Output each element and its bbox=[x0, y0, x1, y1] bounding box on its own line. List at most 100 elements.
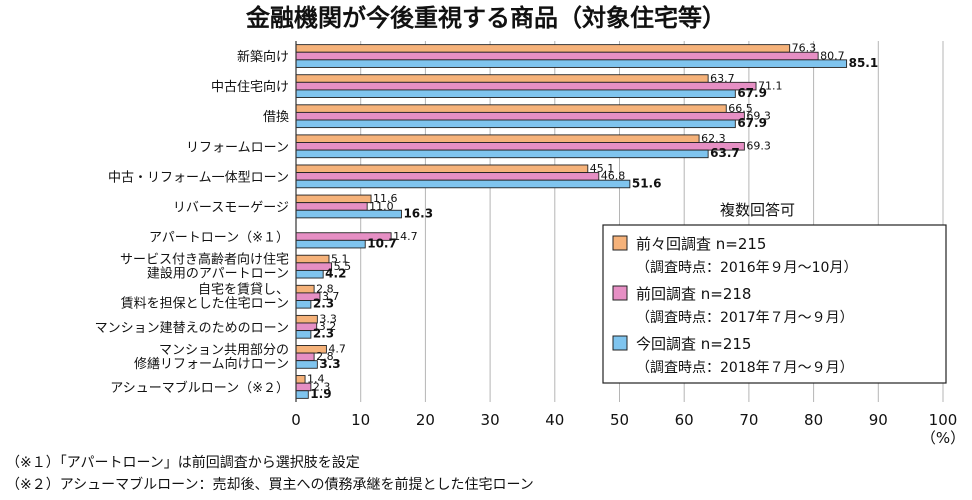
bar bbox=[295, 74, 709, 83]
bar bbox=[295, 104, 727, 113]
category-label: アシューマブルローン（※２） bbox=[110, 380, 289, 396]
legend-swatch bbox=[612, 285, 628, 301]
bar-value-label: 46.8 bbox=[601, 170, 626, 183]
footnotes: （※１）「アパートローン」は前回調査から選択肢を設定 （※２）アシューマブルローン… bbox=[6, 454, 534, 493]
bar-value-label: 2.8 bbox=[316, 282, 334, 295]
x-tick-label: 80 bbox=[804, 411, 823, 429]
bar-value-label: 4.7 bbox=[328, 343, 346, 356]
bar-value-label: 63.7 bbox=[710, 146, 740, 160]
legend-series-period: （調査時点：2016年９月〜10月） bbox=[636, 260, 857, 276]
bar bbox=[295, 202, 368, 211]
bar bbox=[295, 142, 745, 151]
x-axis-unit: （%） bbox=[921, 429, 965, 447]
legend-series-period: （調査時点：2018年７月〜９月） bbox=[636, 360, 854, 376]
legend-series-name: 前回調査 n=218 bbox=[636, 285, 751, 303]
bar-value-label: 1.4 bbox=[307, 373, 325, 386]
bar-value-label: 51.6 bbox=[632, 176, 662, 190]
bar-value-label: 3.3 bbox=[319, 357, 340, 371]
bar bbox=[295, 172, 600, 181]
bar bbox=[295, 314, 318, 324]
bar-value-label: 63.7 bbox=[710, 72, 735, 85]
bar bbox=[295, 164, 589, 174]
bar bbox=[295, 352, 315, 362]
category-label: 中古住宅向け bbox=[211, 79, 289, 95]
bar-value-label: 2.3 bbox=[313, 380, 331, 393]
bar-value-label: 11.0 bbox=[369, 200, 394, 213]
category-label: マンション建替えのためのローン bbox=[95, 321, 289, 336]
category-label: 中古・リフォーム一体型ローン bbox=[108, 170, 289, 185]
x-tick-label: 30 bbox=[481, 411, 500, 429]
bar-value-label: 3.3 bbox=[319, 312, 337, 325]
category-label: 修繕リフォーム向けローン bbox=[134, 356, 289, 372]
bar bbox=[295, 59, 848, 68]
legend-note: 複数回答可 bbox=[720, 201, 795, 219]
category-label: マンション共用部分の bbox=[159, 343, 289, 358]
bar-value-label: 14.7 bbox=[393, 230, 418, 243]
category-label: 建設用のアパートローン bbox=[147, 266, 289, 282]
bar bbox=[295, 375, 306, 384]
bar-value-label: 2.8 bbox=[316, 350, 334, 363]
x-tick-label: 100 bbox=[929, 411, 958, 429]
bar bbox=[295, 390, 309, 399]
x-axis-ticks: 0 10 20 30 40 50 60 70 80 90 100 bbox=[291, 411, 957, 429]
bar-value-label: 3.2 bbox=[319, 320, 337, 333]
legend-swatch bbox=[612, 235, 628, 251]
bar-value-label: 85.1 bbox=[849, 56, 879, 70]
legend-series-name: 前々回調査 n=215 bbox=[636, 235, 766, 253]
bar bbox=[295, 254, 330, 264]
bar bbox=[295, 194, 372, 204]
bar-value-label: 2.3 bbox=[313, 327, 334, 341]
legend-series-name: 今回調査 n=215 bbox=[636, 335, 751, 353]
bar-value-label: 67.9 bbox=[737, 86, 767, 100]
category-label: 自宅を賃貸し、 bbox=[198, 282, 289, 298]
value-labels: 76.380.785.163.771.167.966.569.367.962.3… bbox=[307, 42, 878, 401]
category-label: リバースモーゲージ bbox=[173, 200, 289, 215]
footnote: （※２）アシューマブルローン：売却後、買主への債務承継を前提とした住宅ローン bbox=[6, 476, 534, 493]
category-label: 借換 bbox=[263, 110, 289, 125]
category-label: 賃料を担保とした住宅ローン bbox=[121, 297, 289, 312]
bar bbox=[295, 44, 791, 53]
category-label: 新築向け bbox=[237, 49, 289, 65]
bar-value-label: 80.7 bbox=[820, 49, 845, 62]
bar bbox=[295, 111, 745, 121]
bar-value-label: 69.3 bbox=[746, 110, 771, 123]
bar-value-label: 16.3 bbox=[403, 206, 433, 220]
legend-swatch bbox=[612, 335, 628, 351]
bar-value-label: 66.5 bbox=[728, 102, 753, 115]
bar-value-label: 11.6 bbox=[373, 192, 398, 205]
category-label: リフォームローン bbox=[186, 140, 289, 155]
bar-value-label: 5.1 bbox=[331, 252, 349, 265]
bar-value-label: 10.7 bbox=[367, 236, 397, 250]
bar bbox=[295, 284, 315, 294]
category-labels: 新築向け中古住宅向け借換リフォームローン中古・リフォーム一体型ローンリバースモー… bbox=[95, 49, 289, 396]
bar-value-label: 62.3 bbox=[701, 132, 726, 145]
bar-value-label: 4.2 bbox=[325, 267, 346, 281]
bar bbox=[295, 134, 700, 143]
bar-value-label: 1.9 bbox=[310, 387, 331, 401]
bar bbox=[295, 81, 757, 91]
category-label: アパートローン（※１） bbox=[149, 231, 289, 246]
legend-box bbox=[602, 224, 947, 384]
bars bbox=[295, 44, 848, 399]
bar-value-label: 67.9 bbox=[737, 116, 767, 130]
x-tick-label: 70 bbox=[739, 411, 758, 429]
x-tick-label: 90 bbox=[869, 411, 888, 429]
bar bbox=[295, 300, 312, 309]
bar-value-label: 69.3 bbox=[746, 140, 771, 153]
bar-value-label: 76.3 bbox=[792, 42, 817, 55]
bar bbox=[295, 239, 366, 249]
bar bbox=[295, 269, 324, 279]
x-tick-label: 50 bbox=[610, 411, 629, 429]
bar bbox=[295, 89, 736, 98]
chart-title: 金融機関が今後重視する商品（対象住宅等） bbox=[245, 4, 726, 32]
x-tick-label: 20 bbox=[416, 411, 435, 429]
bar-value-label: 2.3 bbox=[313, 297, 334, 311]
bar-value-label: 5.5 bbox=[334, 260, 352, 273]
bar-value-label: 3.7 bbox=[322, 290, 340, 303]
x-tick-label: 40 bbox=[545, 411, 564, 429]
bar-value-label: 45.1 bbox=[590, 162, 615, 175]
x-tick-label: 60 bbox=[675, 411, 694, 429]
x-tick-label: 10 bbox=[351, 411, 370, 429]
